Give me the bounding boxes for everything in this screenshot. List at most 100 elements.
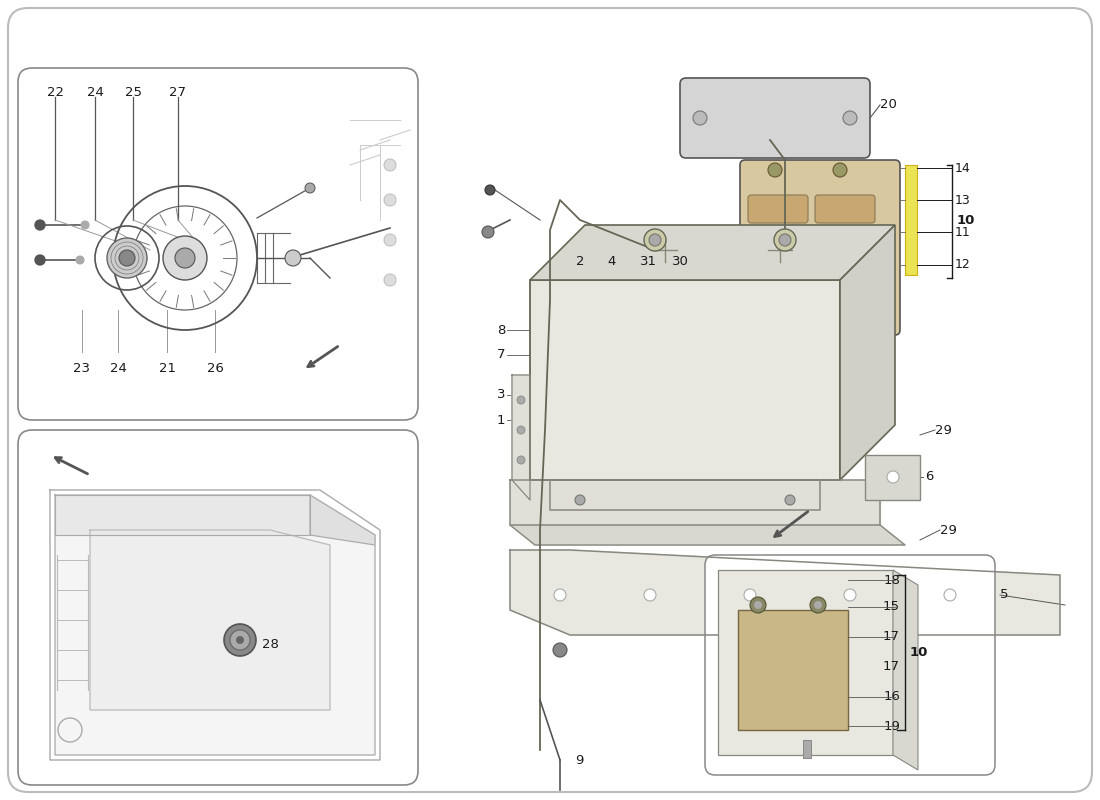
Circle shape: [833, 163, 847, 177]
Text: 10: 10: [957, 214, 976, 227]
Circle shape: [844, 589, 856, 601]
Text: 31: 31: [639, 255, 657, 268]
Text: 15: 15: [883, 601, 900, 614]
Text: 24: 24: [110, 362, 126, 375]
Text: 4: 4: [608, 255, 616, 268]
Polygon shape: [510, 550, 1060, 635]
Polygon shape: [55, 495, 375, 755]
Polygon shape: [90, 530, 330, 710]
FancyBboxPatch shape: [742, 625, 788, 645]
Text: eparts: eparts: [712, 73, 989, 147]
Circle shape: [779, 234, 791, 246]
Text: 19: 19: [883, 719, 900, 733]
Circle shape: [236, 636, 244, 644]
Bar: [530, 280, 840, 480]
FancyBboxPatch shape: [740, 160, 900, 335]
Circle shape: [744, 589, 756, 601]
Text: 5: 5: [1000, 589, 1009, 602]
Circle shape: [384, 234, 396, 246]
Text: a passion for parts: a passion for parts: [537, 521, 823, 599]
FancyBboxPatch shape: [680, 78, 870, 158]
FancyBboxPatch shape: [793, 685, 838, 705]
Bar: [905, 165, 917, 275]
Circle shape: [810, 597, 826, 613]
Text: 13: 13: [955, 194, 970, 206]
Text: 29: 29: [935, 423, 952, 437]
Circle shape: [175, 248, 195, 268]
Text: 14: 14: [955, 162, 970, 174]
FancyBboxPatch shape: [18, 430, 418, 785]
FancyBboxPatch shape: [815, 275, 875, 303]
Circle shape: [768, 163, 782, 177]
Bar: [865, 455, 920, 500]
Text: 11: 11: [955, 226, 970, 238]
Text: 2: 2: [575, 255, 584, 268]
Text: 3: 3: [496, 389, 505, 402]
Polygon shape: [310, 495, 375, 545]
Circle shape: [575, 495, 585, 505]
Text: 21: 21: [158, 362, 176, 375]
Text: 6: 6: [925, 470, 934, 483]
Circle shape: [285, 250, 301, 266]
Circle shape: [35, 255, 45, 265]
Circle shape: [482, 226, 494, 238]
Text: 24: 24: [87, 86, 103, 99]
Circle shape: [750, 597, 766, 613]
Polygon shape: [530, 225, 895, 280]
Text: 16: 16: [883, 690, 900, 703]
Text: 29: 29: [940, 523, 957, 537]
Bar: [738, 610, 848, 730]
Text: 25: 25: [124, 86, 142, 99]
FancyBboxPatch shape: [18, 68, 418, 420]
Polygon shape: [512, 375, 530, 500]
Circle shape: [887, 471, 899, 483]
FancyBboxPatch shape: [742, 655, 788, 675]
Circle shape: [76, 256, 84, 264]
Circle shape: [944, 589, 956, 601]
Circle shape: [644, 589, 656, 601]
Polygon shape: [893, 570, 918, 770]
Circle shape: [644, 229, 666, 251]
Text: 23: 23: [74, 362, 90, 375]
FancyBboxPatch shape: [748, 195, 808, 223]
FancyBboxPatch shape: [815, 235, 875, 263]
Text: 12: 12: [955, 258, 970, 271]
Circle shape: [107, 238, 147, 278]
Text: 17: 17: [883, 630, 900, 643]
Text: 22: 22: [46, 86, 64, 99]
Polygon shape: [840, 225, 895, 480]
Circle shape: [384, 159, 396, 171]
Text: 7: 7: [496, 349, 505, 362]
Text: 30: 30: [672, 255, 689, 268]
Text: 10: 10: [910, 646, 928, 658]
Text: 20: 20: [880, 98, 896, 111]
FancyBboxPatch shape: [793, 655, 838, 675]
Text: 9: 9: [575, 754, 583, 766]
Circle shape: [35, 220, 45, 230]
Circle shape: [305, 183, 315, 193]
Circle shape: [119, 250, 135, 266]
Circle shape: [693, 111, 707, 125]
Polygon shape: [510, 480, 880, 525]
Text: 1: 1: [496, 414, 505, 426]
FancyBboxPatch shape: [748, 275, 808, 303]
Circle shape: [384, 194, 396, 206]
Circle shape: [814, 601, 822, 609]
Circle shape: [843, 111, 857, 125]
Text: 26: 26: [207, 362, 223, 375]
Circle shape: [554, 589, 566, 601]
FancyBboxPatch shape: [742, 685, 788, 705]
Circle shape: [485, 185, 495, 195]
Text: 17: 17: [883, 661, 900, 674]
Polygon shape: [55, 495, 310, 535]
FancyBboxPatch shape: [748, 235, 808, 263]
Text: 18: 18: [883, 574, 900, 586]
Circle shape: [384, 274, 396, 286]
FancyBboxPatch shape: [8, 8, 1092, 792]
Circle shape: [163, 236, 207, 280]
Circle shape: [774, 229, 796, 251]
Circle shape: [553, 643, 566, 657]
Circle shape: [649, 234, 661, 246]
FancyBboxPatch shape: [793, 625, 838, 645]
Circle shape: [785, 495, 795, 505]
